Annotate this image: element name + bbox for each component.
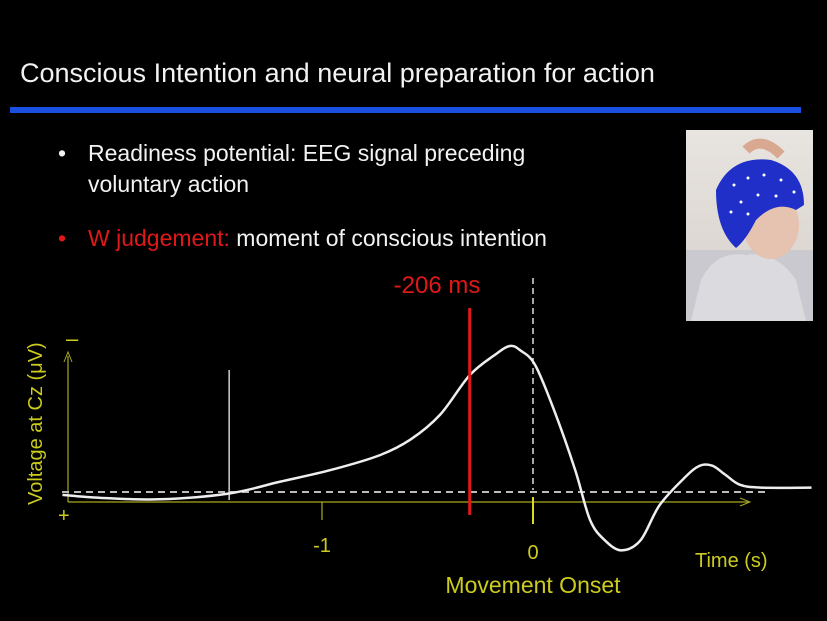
x-tick-label: 0: [527, 542, 538, 564]
bullet-dot: •: [58, 140, 67, 166]
y-axis-label: Voltage at Cz (μV): [25, 342, 47, 505]
bullet-highlight: W judgement:: [88, 225, 230, 251]
movement-onset-label: Movement Onset: [445, 572, 621, 598]
y-bottom-sign: +: [58, 505, 70, 527]
x-axis-arrow: [739, 497, 752, 507]
bullet-dot: •: [58, 225, 67, 251]
bullet-w-judgement: • W judgement: moment of conscious inten…: [58, 223, 547, 254]
slide-title: Conscious Intention and neural preparati…: [20, 58, 655, 88]
bullet-readiness: • Readiness potential: EEG signal preced…: [58, 138, 526, 200]
title-divider: [10, 107, 801, 113]
bullet-text: voluntary action: [88, 171, 250, 197]
x-tick-label: -1: [313, 535, 331, 557]
readiness-potential-curve: [62, 344, 812, 552]
x-axis-label: Time (s): [695, 550, 768, 572]
y-top-sign: –: [66, 326, 79, 351]
y-axis-arrow: [63, 350, 73, 363]
bullet-text: moment of conscious intention: [229, 225, 547, 251]
bullet-text: Readiness potential: EEG signal precedin…: [88, 140, 526, 166]
w-judgement-time-label: -206 ms: [394, 272, 481, 299]
eeg-cap-photo: [686, 130, 813, 321]
